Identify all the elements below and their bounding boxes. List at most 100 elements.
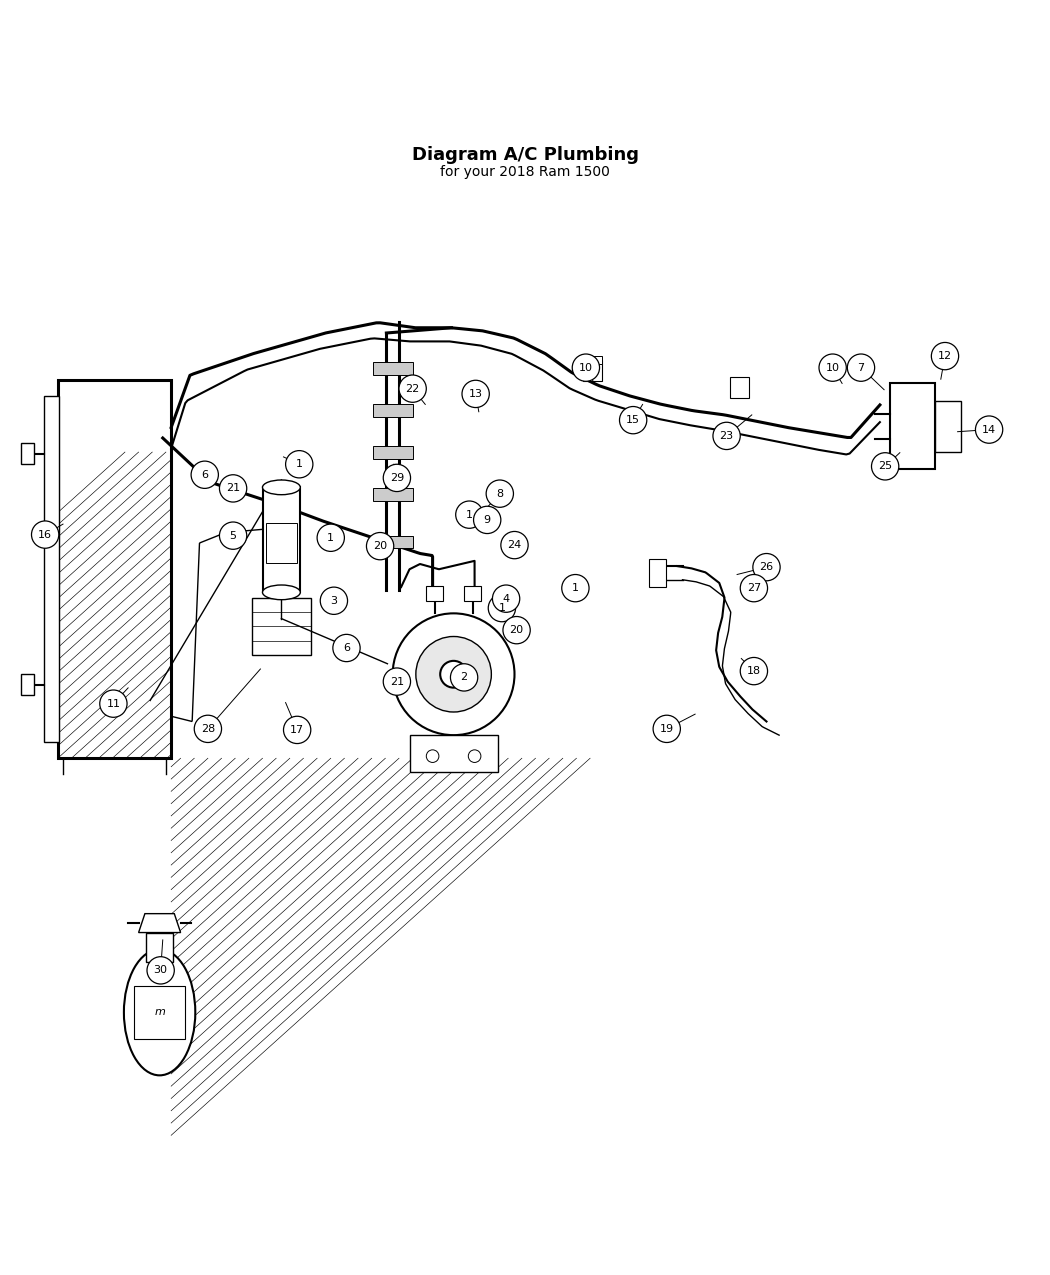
Text: 6: 6 — [343, 643, 350, 653]
Circle shape — [317, 524, 344, 551]
Text: 1: 1 — [572, 583, 579, 593]
Bar — [146, 932, 173, 961]
Circle shape — [872, 453, 899, 479]
Circle shape — [931, 343, 959, 370]
Circle shape — [191, 462, 218, 488]
Bar — [21, 674, 34, 695]
Text: 1: 1 — [499, 603, 505, 613]
Text: 17: 17 — [290, 725, 304, 734]
Text: 14: 14 — [982, 425, 996, 435]
Bar — [44, 397, 59, 742]
Circle shape — [100, 690, 127, 718]
Text: 16: 16 — [38, 529, 52, 539]
Bar — [730, 377, 749, 398]
Text: 30: 30 — [153, 965, 168, 975]
Circle shape — [975, 416, 1003, 444]
Circle shape — [562, 575, 589, 602]
Circle shape — [383, 668, 411, 695]
Circle shape — [450, 664, 478, 691]
Text: 21: 21 — [226, 483, 240, 493]
Text: 10: 10 — [825, 362, 840, 372]
Circle shape — [366, 533, 394, 560]
Bar — [266, 523, 297, 564]
Circle shape — [753, 553, 780, 581]
Text: 26: 26 — [759, 562, 774, 572]
Text: 22: 22 — [405, 384, 420, 394]
Text: 19: 19 — [659, 724, 674, 734]
Text: 6: 6 — [202, 469, 208, 479]
Polygon shape — [139, 914, 181, 932]
Bar — [410, 736, 498, 771]
Circle shape — [333, 635, 360, 662]
Text: m: m — [154, 1007, 165, 1017]
Bar — [58, 380, 171, 759]
Circle shape — [503, 617, 530, 644]
Circle shape — [284, 717, 311, 743]
Circle shape — [147, 956, 174, 984]
Text: for your 2018 Ram 1500: for your 2018 Ram 1500 — [440, 164, 610, 178]
Circle shape — [194, 715, 222, 742]
Text: 1: 1 — [466, 510, 472, 520]
Text: 8: 8 — [497, 488, 503, 499]
Circle shape — [620, 407, 647, 434]
Text: 1: 1 — [328, 533, 334, 543]
Circle shape — [393, 613, 514, 736]
Circle shape — [456, 501, 483, 528]
Circle shape — [32, 521, 59, 548]
Text: 13: 13 — [468, 389, 483, 399]
Bar — [373, 404, 413, 417]
Text: 18: 18 — [747, 666, 761, 676]
Bar — [934, 400, 961, 453]
Bar — [373, 446, 413, 459]
Circle shape — [486, 479, 513, 507]
Circle shape — [740, 575, 768, 602]
Bar — [134, 986, 185, 1039]
Text: 20: 20 — [373, 541, 387, 551]
Circle shape — [847, 354, 875, 381]
Bar — [591, 356, 602, 365]
Bar — [890, 384, 934, 469]
Bar — [252, 598, 311, 655]
Bar — [426, 586, 443, 601]
Text: 5: 5 — [230, 530, 236, 541]
Circle shape — [474, 506, 501, 533]
Circle shape — [320, 586, 348, 615]
Text: 15: 15 — [626, 416, 640, 425]
Text: 2: 2 — [461, 672, 467, 682]
Text: Diagram A/C Plumbing: Diagram A/C Plumbing — [412, 147, 638, 164]
Circle shape — [426, 750, 439, 762]
Circle shape — [740, 658, 768, 685]
Text: 29: 29 — [390, 473, 404, 483]
Bar — [373, 536, 413, 548]
Text: 3: 3 — [331, 595, 337, 606]
Circle shape — [488, 594, 516, 622]
Bar — [262, 487, 300, 593]
Ellipse shape — [124, 950, 195, 1075]
Bar — [583, 361, 602, 381]
Text: 23: 23 — [719, 431, 734, 441]
Text: 28: 28 — [201, 724, 215, 734]
Text: 11: 11 — [106, 699, 121, 709]
Circle shape — [819, 354, 846, 381]
Text: 9: 9 — [484, 515, 490, 525]
Circle shape — [492, 585, 520, 612]
Circle shape — [440, 660, 467, 687]
Circle shape — [219, 521, 247, 550]
Circle shape — [653, 715, 680, 742]
Text: 25: 25 — [878, 462, 892, 472]
Bar — [464, 586, 481, 601]
Bar — [373, 362, 413, 375]
Circle shape — [572, 354, 600, 381]
Bar — [373, 488, 413, 501]
Text: 12: 12 — [938, 351, 952, 361]
Text: 24: 24 — [507, 541, 522, 550]
Text: 21: 21 — [390, 677, 404, 687]
Circle shape — [286, 450, 313, 478]
Bar — [649, 558, 666, 587]
Circle shape — [399, 375, 426, 403]
Bar — [21, 444, 34, 464]
Circle shape — [501, 532, 528, 558]
Text: 10: 10 — [579, 362, 593, 372]
Text: 20: 20 — [509, 625, 524, 635]
Circle shape — [713, 422, 740, 450]
